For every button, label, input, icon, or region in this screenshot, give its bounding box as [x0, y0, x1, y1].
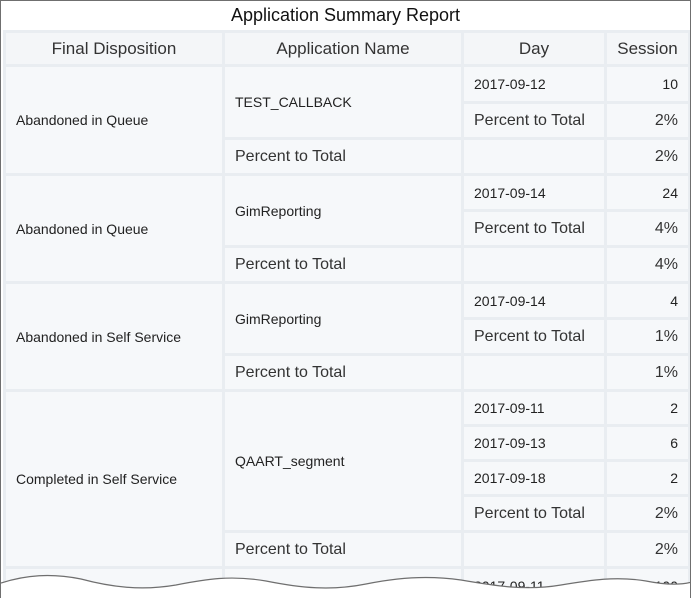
day-cell: 2017-09-13: [461, 424, 607, 462]
application-cell: QAART_segment: [222, 389, 464, 533]
header-session: Session: [604, 30, 690, 67]
application-total-label: Percent to Total: [222, 353, 464, 392]
application-cell: GimReporting: [222, 281, 464, 356]
application-total-value: 2%: [604, 137, 690, 176]
application-total-value: 2%: [604, 530, 690, 569]
session-percent-cell: 1%: [604, 317, 690, 356]
application-total-label: Percent to Total: [222, 530, 464, 569]
table-row: Abandoned in Self Service GimReporting 2…: [3, 281, 690, 392]
session-percent-cell: 2%: [604, 101, 690, 140]
day-cell: 2017-09-18: [461, 459, 607, 497]
disposition-cell: Abandoned in Queue: [3, 173, 225, 284]
table-row: Percent to Total 2%: [5, 137, 690, 176]
day-percent-cell: Percent to Total: [461, 101, 607, 140]
header-row: Final Disposition Application Name Day S…: [3, 30, 690, 67]
day-percent-cell: Percent to Total: [461, 209, 607, 248]
empty-cell: [461, 353, 607, 392]
empty-cell: [461, 137, 607, 176]
session-percent-cell: 2%: [604, 494, 690, 533]
disposition-cell: Abandoned in Self Service: [3, 281, 225, 392]
table-row: Completed in Self Service QAART_segment …: [3, 389, 690, 569]
table-row: Abandoned in Queue GimReporting 2017-09-…: [3, 173, 690, 284]
torn-edge-fill: [1, 575, 690, 598]
application-cell: GimReporting: [222, 173, 464, 248]
session-cell: 6: [604, 424, 690, 462]
table-row: Percent to Total 2%: [5, 494, 690, 533]
day-cell: 2017-09-14: [461, 173, 607, 212]
table-row: Percent to Total 1%: [5, 353, 690, 392]
application-total-label: Percent to Total: [222, 245, 464, 284]
table-row: 2017-09-18 2: [5, 459, 690, 497]
torn-edge-line: [1, 574, 690, 589]
table-row: Percent to Total 1%: [5, 317, 690, 356]
table-row: Percent to Total 4%: [5, 245, 690, 284]
session-cell: 4: [604, 281, 690, 320]
session-cell: 10: [604, 64, 690, 104]
session-cell: 2: [604, 459, 690, 497]
table-row: Abandoned in Queue TEST_CALLBACK 2017-09…: [3, 64, 690, 176]
table-row: Percent to Total 4%: [5, 209, 690, 248]
header-final-disposition: Final Disposition: [3, 30, 225, 67]
table-row: Percent to Total 2%: [5, 101, 690, 140]
session-cell: 2: [604, 389, 690, 427]
report-title: Application Summary Report: [230, 5, 461, 25]
day-percent-cell: Percent to Total: [461, 317, 607, 356]
table-row: Percent to Total 2%: [5, 530, 690, 569]
application-total-label: Percent to Total: [222, 137, 464, 176]
day-cell: 2017-09-11: [461, 389, 607, 427]
disposition-cell: Completed in Self Service: [3, 389, 225, 569]
session-percent-cell: 4%: [604, 209, 690, 248]
session-cell: 24: [604, 173, 690, 212]
application-total-value: 1%: [604, 353, 690, 392]
application-cell: TEST_CALLBACK: [222, 64, 464, 140]
day-cell: 2017-09-12: [461, 64, 607, 104]
empty-cell: [461, 530, 607, 569]
day-cell: 2017-09-14: [461, 281, 607, 320]
summary-table: Final Disposition Application Name Day S…: [3, 30, 690, 598]
disposition-cell: Abandoned in Queue: [3, 64, 225, 176]
table-row: 2017-09-13 6: [5, 424, 690, 462]
torn-edge: [1, 574, 690, 598]
day-percent-cell: Percent to Total: [461, 494, 607, 533]
header-day: Day: [461, 30, 607, 67]
header-application-name: Application Name: [222, 30, 464, 67]
application-total-value: 4%: [604, 245, 690, 284]
empty-cell: [461, 245, 607, 284]
